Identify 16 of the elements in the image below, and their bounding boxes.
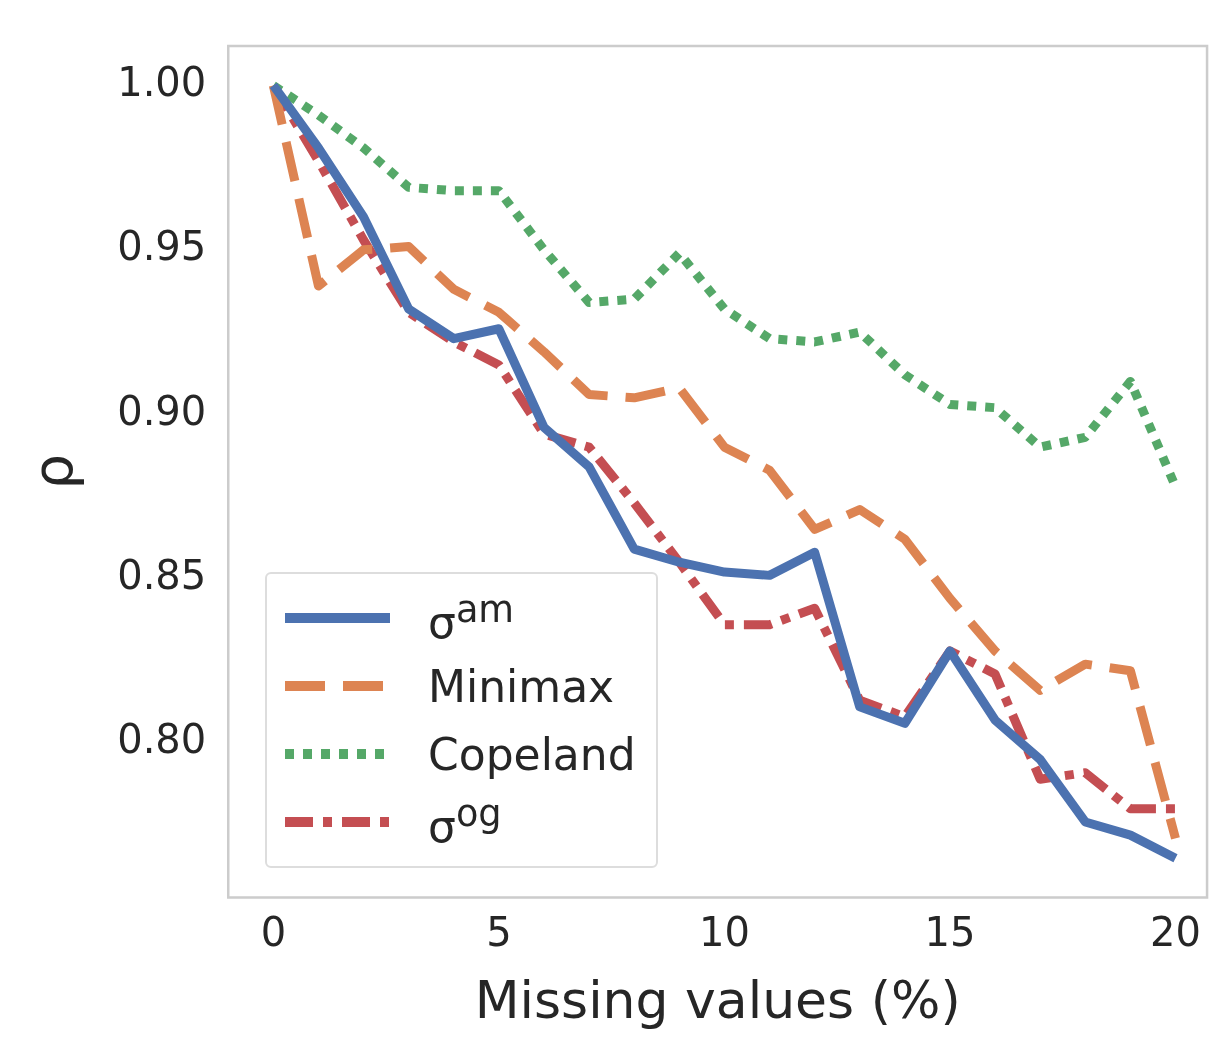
y-tick-label: 0.80 xyxy=(117,716,207,763)
x-tick-label: 5 xyxy=(486,908,512,955)
x-tick-label: 0 xyxy=(260,908,287,955)
y-axis-title: ρ xyxy=(20,454,86,490)
y-tick-label: 1.00 xyxy=(117,58,207,105)
y-tick-label: 0.90 xyxy=(117,387,207,434)
x-tick-label: 10 xyxy=(698,908,750,955)
legend-label: Copeland xyxy=(428,728,636,780)
y-tick-label: 0.85 xyxy=(117,552,207,599)
y-tick-label: 0.95 xyxy=(117,223,207,270)
legend-label: σ$^{am}$ xyxy=(428,588,515,648)
x-tick-label: 15 xyxy=(924,908,976,955)
legend-label: Minimax xyxy=(428,660,615,712)
x-tick-label: 20 xyxy=(1150,908,1201,955)
legend-label: σ$^{og}$ xyxy=(428,792,502,852)
x-axis-title: Missing values (%) xyxy=(474,970,961,1031)
